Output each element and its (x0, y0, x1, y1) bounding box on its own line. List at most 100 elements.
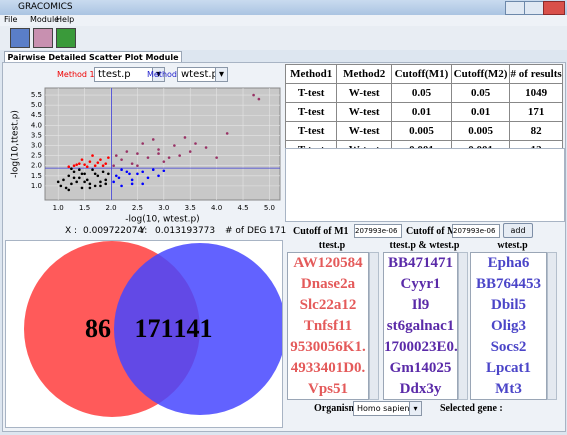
window-title: GRACOMICS (18, 2, 73, 12)
x-tick-label: 2.5 (132, 204, 143, 212)
cutoff-m2-input[interactable]: 207993e-06 (452, 224, 500, 238)
x-tick-label: 4.5 (237, 204, 248, 212)
gene-item[interactable]: BB471471 (387, 255, 453, 271)
gene-item[interactable]: 9530056K1. (290, 339, 366, 355)
table-cell: T-test (284, 102, 338, 122)
y-axis-label: -log(10,ttest.p) (11, 110, 21, 178)
method1-select[interactable]: ttest.p (94, 67, 165, 82)
scatter-point (257, 97, 261, 101)
scatter-point (85, 165, 89, 169)
gene-item[interactable]: Epha6 (487, 255, 530, 271)
scatter-point (183, 136, 187, 139)
y-tick-label: 4.5 (31, 111, 42, 119)
scatter-point (120, 184, 123, 188)
scatter-point (83, 163, 86, 166)
toolbar (0, 26, 567, 50)
gene-item[interactable]: Slc22a12 (299, 297, 357, 313)
scatter-point (146, 176, 150, 180)
list-title: ttest.p & wtest.p (389, 240, 460, 251)
scatter-point (167, 156, 171, 159)
table-cell: T-test (284, 83, 338, 103)
gene-item[interactable]: Gm14025 (389, 360, 452, 376)
gene-item[interactable]: Vps51 (307, 381, 348, 397)
table-row[interactable]: T-test W-test 0.01 0.01 171 (284, 102, 563, 122)
scatter-point (130, 162, 134, 165)
tool-icon[interactable] (56, 28, 76, 48)
x-tick-label: 1.5 (79, 204, 90, 212)
gene-item[interactable]: 1700023E0. (384, 339, 458, 355)
scatter-point (101, 164, 105, 167)
tab[interactable]: Pairwise Detailed Scatter Plot Module (4, 51, 182, 63)
gene-item[interactable]: Mt3 (495, 381, 522, 397)
table-row[interactable]: T-test W-test 0.05 0.05 1049 (284, 83, 563, 103)
y-tick-label: 5.5 (31, 91, 42, 99)
readout: X : 0.009722074 Y: 0.013193773 # of DEG … (5, 226, 286, 238)
menu-bar: File Module Help (0, 15, 567, 26)
scatter-point (88, 182, 92, 186)
tool-icon[interactable] (33, 28, 53, 48)
gene-item[interactable]: Lpcat1 (486, 360, 531, 376)
gene-item[interactable]: Cyyr1 (400, 276, 441, 292)
scatter-point (107, 172, 110, 176)
scatter-point (151, 168, 155, 172)
scrollbar[interactable] (458, 252, 468, 400)
scatter-point (107, 156, 110, 159)
x-tick-label: 3.5 (185, 204, 196, 212)
scatter-point (104, 182, 108, 186)
gene-item[interactable]: Tnfsf11 (303, 318, 353, 334)
list-title: ttest.p (318, 240, 346, 251)
y-value: 0.013193773 (155, 226, 216, 236)
gene-item[interactable]: 4933401D0. (290, 360, 366, 376)
gene-item[interactable]: Olig3 (490, 318, 526, 334)
table-cell: 1049 (509, 83, 563, 103)
venn-diagram: 86 171 141 (5, 240, 283, 428)
scatter-point (146, 156, 150, 159)
scatter-point (151, 138, 155, 141)
scatter-point (252, 93, 255, 97)
scatter-point (112, 180, 115, 184)
menu-item[interactable]: Help (56, 15, 75, 24)
organism-select[interactable]: Homo sapiens (353, 401, 422, 416)
gene-item[interactable]: Dnase2a (300, 276, 356, 292)
table-row[interactable]: T-test W-test 0.005 0.005 82 (284, 121, 563, 141)
y-tick-label: 3.5 (31, 131, 42, 139)
gene-item[interactable]: Socs2 (490, 339, 527, 355)
gene-item[interactable]: Dbil5 (490, 297, 526, 313)
table-cell: W-test (336, 83, 392, 103)
table-header: # of results (509, 64, 563, 84)
maximize-button[interactable] (524, 1, 544, 15)
scatter-point (173, 144, 176, 147)
add-button[interactable]: add (503, 223, 533, 238)
organism-label: Organism (314, 403, 357, 414)
gene-item[interactable]: Il9 (411, 297, 430, 313)
menu-item[interactable]: File (4, 15, 18, 24)
cutoff-m1-input[interactable]: 207993e-06 (354, 224, 402, 238)
y-tick-label: 2.0 (31, 162, 42, 170)
scatter-point (93, 172, 97, 176)
y-label: Y: (140, 226, 148, 236)
gene-item[interactable]: BB764453 (475, 276, 541, 292)
close-button[interactable] (543, 1, 565, 15)
scatter-point (114, 154, 118, 157)
scrollbar[interactable] (369, 252, 379, 400)
scatter-point (67, 165, 71, 169)
x-tick-label: 4.0 (211, 204, 222, 212)
scatter-point (178, 154, 181, 157)
menu-item[interactable]: Module (30, 15, 60, 24)
scrollbar[interactable] (547, 252, 557, 400)
gene-item[interactable]: Ddx3y (399, 381, 442, 397)
table-cell: W-test (336, 121, 392, 141)
scatter-point (130, 182, 134, 186)
method2-select[interactable]: wtest.p (177, 67, 228, 82)
scatter-point (78, 168, 81, 172)
gene-item[interactable]: AW120584 (293, 255, 363, 271)
y-tick-label: 3.0 (31, 142, 42, 150)
tool-icon[interactable] (10, 28, 30, 48)
scatter-point (117, 176, 121, 180)
table-cell: 0.05 (450, 83, 511, 103)
venn-count: 141 (174, 314, 213, 343)
scatter-point (67, 188, 71, 192)
gene-item[interactable]: st6galnac1 (386, 318, 455, 334)
scatter-point (225, 132, 229, 135)
minimize-button[interactable] (505, 1, 525, 15)
